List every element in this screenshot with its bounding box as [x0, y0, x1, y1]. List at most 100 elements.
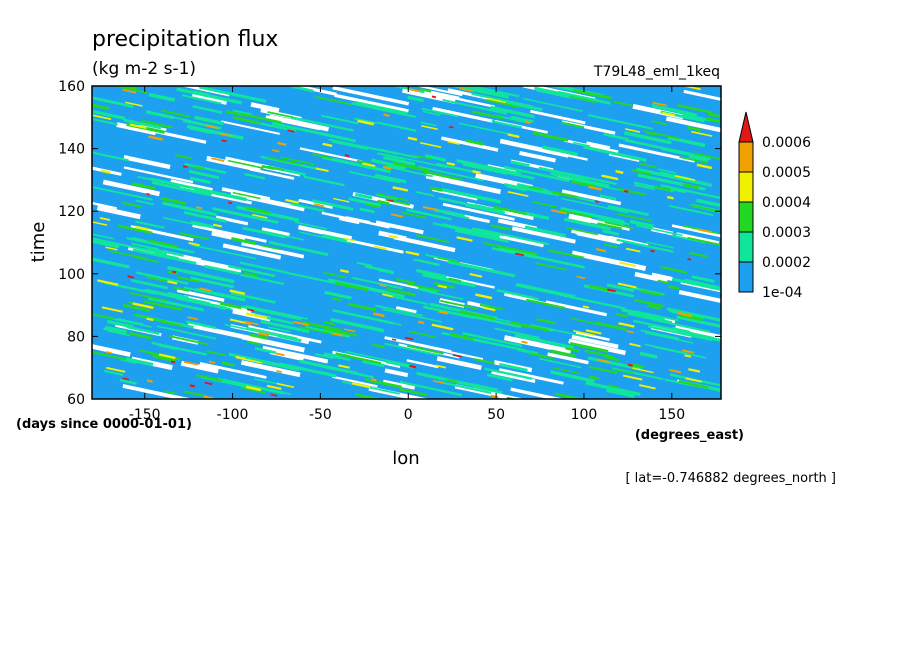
- heatmap-cell: [239, 261, 288, 274]
- heatmap-cell: [354, 192, 373, 200]
- heatmap-cell: [536, 89, 572, 99]
- heatmap-cell: [92, 186, 153, 201]
- heatmap-cell: [401, 211, 427, 219]
- heatmap-cell: [131, 236, 148, 243]
- heatmap-cell: [671, 326, 691, 334]
- heatmap-cell: [302, 320, 342, 332]
- heatmap-cell: [92, 219, 108, 226]
- heatmap-cell: [376, 192, 409, 202]
- heatmap-cell: [617, 213, 652, 223]
- heatmap-cell: [332, 375, 378, 388]
- heatmap-cell: [446, 161, 456, 166]
- heatmap-cell: [473, 385, 503, 394]
- heatmap-cell: [459, 310, 496, 321]
- heatmap-cell: [563, 294, 626, 310]
- heatmap-cell: [638, 384, 656, 390]
- experiment-label: T79L48_eml_1keq: [593, 64, 720, 80]
- heatmap-cell: [176, 87, 243, 105]
- heatmap-cell: [199, 361, 267, 379]
- heatmap-cell: [535, 262, 567, 271]
- heatmap-cell: [688, 155, 709, 162]
- heatmap-cell: [651, 120, 668, 126]
- heatmap-cell: [550, 209, 567, 215]
- heatmap-cell: [315, 167, 329, 173]
- heatmap-cell: [510, 387, 577, 399]
- heatmap-cell: [172, 270, 177, 274]
- heatmap-cell: [276, 382, 295, 389]
- heatmap-cell: [219, 132, 232, 137]
- heatmap-cell: [550, 349, 577, 358]
- heatmap-cell: [134, 256, 159, 264]
- heatmap-cell: [660, 184, 721, 201]
- heatmap-cell: [192, 224, 267, 243]
- x-tick-label: 150: [658, 407, 685, 423]
- colorbar-segment: [738, 171, 754, 203]
- heatmap-cell: [585, 329, 602, 335]
- heatmap-cell: [674, 175, 696, 181]
- x-tick-label: 50: [487, 407, 505, 423]
- colorbar-segment: [738, 201, 754, 233]
- y-tick-label: 100: [58, 267, 85, 283]
- heatmap-cell: [172, 286, 190, 292]
- heatmap-cell: [647, 304, 662, 310]
- heatmap-cell: [131, 242, 159, 251]
- heatmap-cell: [225, 110, 245, 117]
- heatmap-cell: [459, 87, 474, 93]
- heatmap-cell: [420, 121, 437, 127]
- heatmap-cell: [475, 293, 493, 300]
- heatmap-cell: [183, 390, 209, 398]
- heatmap-cell: [441, 136, 499, 152]
- heatmap-cell: [384, 342, 439, 356]
- heatmap-cell: [524, 225, 566, 238]
- heatmap-cell: [134, 225, 150, 231]
- colorbar-segment: [738, 141, 754, 173]
- heatmap-cell: [689, 251, 708, 258]
- heatmap-cell: [92, 91, 134, 108]
- heatmap-cell: [377, 121, 417, 132]
- heatmap-cell: [154, 252, 179, 260]
- heatmap-cell: [406, 282, 440, 292]
- heatmap-cell: [424, 154, 447, 162]
- heatmap-cell: [671, 224, 721, 241]
- heatmap-cell: [371, 378, 377, 382]
- heatmap-cell: [148, 92, 176, 102]
- heatmap-cell: [245, 385, 262, 392]
- heatmap-cell: [646, 241, 674, 249]
- heatmap-cell: [362, 162, 376, 168]
- heatmap-cell: [558, 152, 588, 161]
- heatmap-cell: [105, 246, 118, 251]
- heatmap-cell: [116, 86, 148, 94]
- heatmap-cell: [120, 86, 138, 90]
- heatmap-cell: [332, 86, 410, 106]
- heatmap-cell: [458, 122, 520, 137]
- heatmap-cell: [676, 315, 721, 331]
- heatmap-cell: [514, 333, 574, 350]
- heatmap-cell: [671, 234, 706, 244]
- heatmap-cell: [272, 121, 328, 137]
- heatmap-cell: [268, 240, 329, 257]
- heatmap-cell: [528, 186, 543, 191]
- heatmap-cell: [331, 297, 342, 302]
- heatmap-cell: [131, 278, 168, 290]
- heatmap-cell: [436, 162, 481, 175]
- heatmap-cell: [312, 153, 332, 160]
- heatmap-cell: [348, 197, 381, 207]
- heatmap-cell: [417, 165, 484, 182]
- heatmap-cell: [569, 95, 597, 104]
- heatmap-cell: [258, 332, 270, 337]
- heatmap-cell: [617, 282, 637, 289]
- heatmap-cell: [660, 265, 688, 274]
- heatmap-cell: [447, 140, 460, 145]
- heatmap-cell: [688, 368, 701, 373]
- heatmap-cell: [103, 327, 127, 335]
- heatmap-cell: [510, 321, 550, 332]
- heatmap-cell: [456, 236, 473, 242]
- heatmap-cell: [191, 244, 257, 260]
- heatmap-cell: [190, 276, 234, 289]
- heatmap-cell: [616, 238, 674, 253]
- heatmap-cell: [399, 380, 463, 397]
- heatmap-cell: [261, 164, 276, 171]
- heatmap-cell: [334, 281, 369, 292]
- heatmap-cell: [640, 329, 680, 340]
- heatmap-cell: [515, 282, 576, 299]
